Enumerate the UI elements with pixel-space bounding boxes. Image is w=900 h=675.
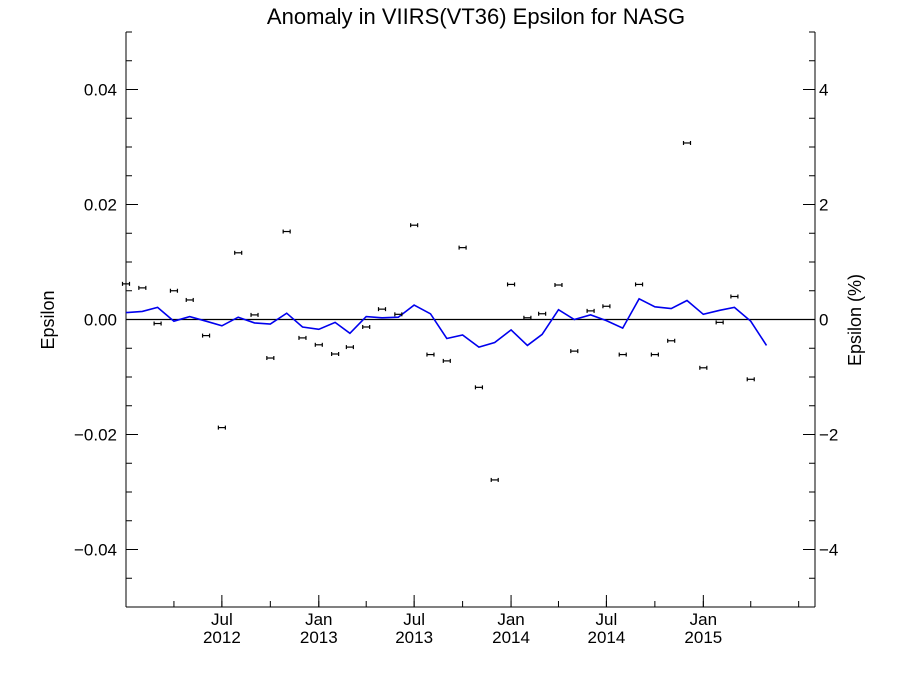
y2-tick-label: 2	[819, 196, 828, 215]
x-tick-label-month: Jul	[596, 610, 618, 629]
data-point	[523, 315, 532, 320]
data-point	[586, 308, 595, 313]
data-point	[250, 312, 259, 317]
data-point	[458, 245, 467, 250]
data-point	[570, 349, 579, 354]
x-tick-label-month: Jul	[211, 610, 233, 629]
data-point	[538, 311, 547, 316]
data-point	[474, 385, 484, 390]
data-point	[667, 338, 676, 343]
data-point	[634, 282, 644, 287]
data-point	[715, 320, 724, 325]
data-point	[314, 342, 323, 347]
data-point	[201, 333, 211, 338]
data-point	[442, 358, 451, 363]
x-tick-label-year: 2015	[684, 628, 722, 647]
data-point	[682, 140, 692, 145]
x-tick-label-year: 2013	[300, 628, 338, 647]
data-point	[426, 352, 435, 357]
x-tick-label-year: 2012	[203, 628, 241, 647]
y-axis-label: Epsilon	[38, 290, 58, 349]
data-point	[506, 282, 516, 287]
data-point	[746, 377, 755, 382]
data-point	[153, 321, 162, 326]
data-point	[618, 352, 627, 357]
y-tick-label: 0.02	[84, 196, 117, 215]
data-point	[185, 297, 194, 302]
data-point	[266, 356, 275, 361]
y-tick-label: −0.02	[74, 426, 117, 445]
x-tick-label-month: Jan	[690, 610, 717, 629]
data-point	[298, 335, 307, 340]
x-tick-label-month: Jul	[403, 610, 425, 629]
data-point	[410, 223, 419, 228]
x-tick-label-month: Jan	[305, 610, 332, 629]
data-point	[138, 285, 147, 290]
data-point	[362, 324, 371, 329]
x-tick-label-month: Jan	[497, 610, 524, 629]
data-point	[282, 229, 291, 234]
y2-tick-label: −4	[819, 541, 838, 560]
y2-tick-label: 4	[819, 81, 828, 100]
data-point	[650, 352, 659, 357]
x-tick-label-year: 2013	[395, 628, 433, 647]
y2-axis-ticks: 4 2 0 −2 −4	[803, 81, 838, 560]
y2-tick-label: −2	[819, 426, 838, 445]
x-axis-ticks: Jul2012Jan2013Jul2013Jan2014Jul2014Jan20…	[173, 595, 800, 647]
y-tick-label: 0.00	[84, 311, 117, 330]
data-point	[345, 345, 354, 350]
x-tick-label-year: 2014	[587, 628, 625, 647]
series-line	[125, 297, 768, 348]
data-point	[234, 250, 243, 255]
data-point	[217, 425, 226, 430]
data-point	[490, 477, 499, 482]
y2-axis-label: Epsilon (%)	[845, 274, 865, 366]
y-tick-label: 0.04	[84, 81, 117, 100]
chart-title: Anomaly in VIIRS(VT36) Epsilon for NASG	[267, 4, 685, 29]
y-axis-ticks: 0.04 0.02 0.00 −0.02 −0.04	[74, 81, 138, 560]
data-point	[377, 307, 387, 312]
data-point	[169, 288, 179, 293]
y2-tick-label: 0	[819, 311, 828, 330]
data-point	[730, 294, 739, 299]
data-point	[121, 281, 131, 286]
data-point	[331, 352, 340, 356]
y-tick-label: −0.04	[74, 541, 117, 560]
x-tick-label-year: 2014	[492, 628, 530, 647]
data-point	[554, 283, 563, 287]
data-points	[121, 140, 755, 482]
data-point	[394, 312, 403, 317]
data-point	[602, 304, 611, 309]
data-point	[699, 365, 708, 370]
